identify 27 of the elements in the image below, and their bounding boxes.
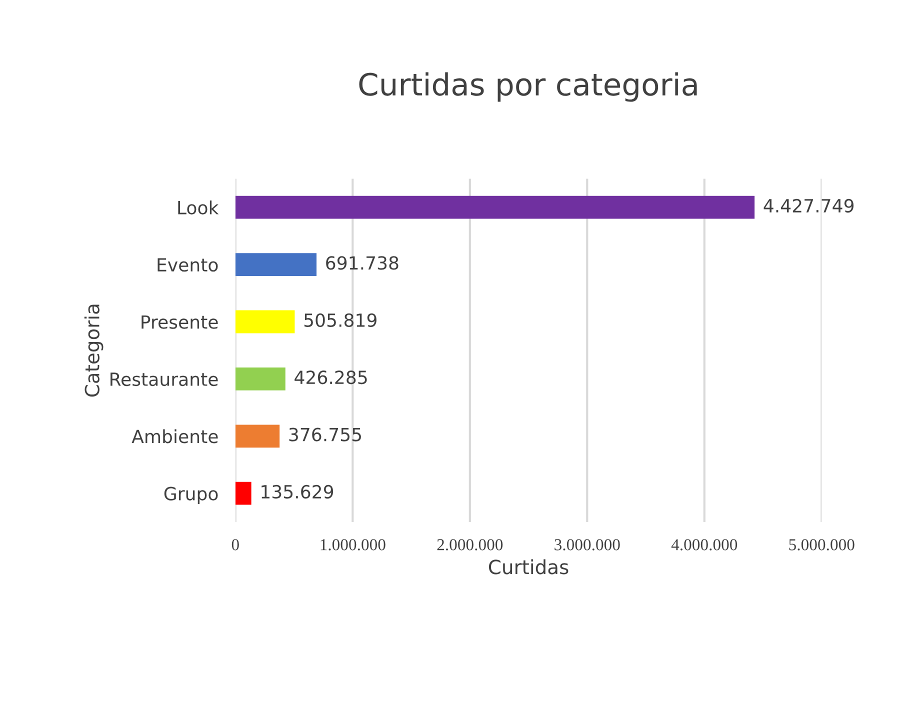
x-axis-title: Curtidas	[488, 559, 568, 574]
y-tick-label: Restaurante	[110, 372, 218, 386]
y-tick-label: Ambiente	[132, 429, 218, 444]
x-tick-label: 3.000.000	[554, 539, 620, 550]
data-label: 426.285	[294, 370, 367, 384]
data-label: 4.427.749	[764, 198, 854, 213]
y-tick-label: Look	[178, 200, 219, 214]
chart-title: Curtidas por categoria	[359, 72, 697, 102]
x-tick-label: 4.000.000	[671, 539, 738, 550]
data-label: 376.755	[289, 428, 362, 442]
data-label: 135.629	[262, 484, 334, 499]
x-tick-label: 5.000.000	[789, 539, 854, 550]
y-tick-label: Evento	[158, 258, 218, 272]
x-tick-label: 0	[232, 539, 239, 550]
y-axis-title: Categoria	[84, 304, 104, 397]
bar	[235, 196, 755, 219]
bar	[235, 424, 280, 448]
x-tick-label: 2.000.000	[437, 539, 503, 550]
bar	[235, 368, 286, 390]
bar	[235, 310, 295, 334]
y-tick-label: Grupo	[164, 486, 218, 504]
y-tick-label: Presente	[142, 315, 218, 329]
bar	[235, 253, 317, 276]
data-label: 691.738	[326, 256, 398, 270]
bar	[235, 482, 252, 505]
data-label: 505.819	[304, 313, 376, 327]
x-tick-label: 1.000.000	[320, 539, 386, 550]
